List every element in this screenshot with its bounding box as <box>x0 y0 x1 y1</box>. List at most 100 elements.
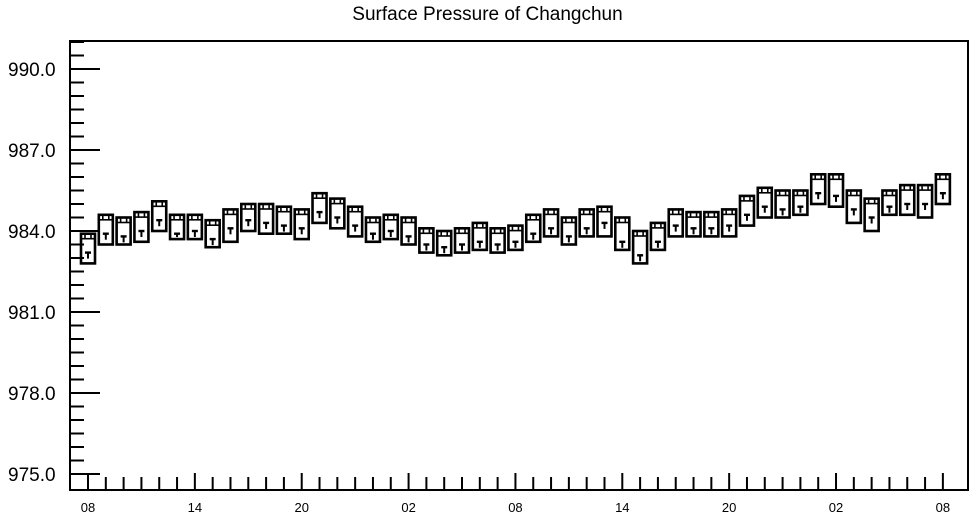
y-tick-label: 975.0 <box>8 465 56 486</box>
box-mark <box>756 186 774 219</box>
box-mark <box>524 213 542 244</box>
box-mark <box>275 205 293 235</box>
box-outline <box>435 229 453 257</box>
y-tick-label: 984.0 <box>8 222 56 243</box>
box-mark <box>79 232 97 265</box>
box-outline <box>542 208 560 238</box>
box-outline <box>827 173 845 209</box>
box-outline <box>774 189 791 219</box>
box-mark <box>703 210 720 238</box>
chart-title: Surface Pressure of Changchun <box>352 4 623 25</box>
box-outline <box>649 221 667 252</box>
box-mark <box>418 227 435 254</box>
box-mark <box>774 189 791 219</box>
box-outline <box>275 205 293 235</box>
box-series <box>79 173 952 265</box>
box-outline <box>845 189 863 225</box>
box-outline <box>150 200 168 233</box>
box-mark <box>542 208 560 238</box>
box-mark <box>934 173 952 206</box>
box-mark <box>204 218 221 249</box>
box-outline <box>934 173 952 206</box>
box-outline <box>293 208 311 241</box>
box-mark <box>489 227 506 254</box>
box-outline <box>453 227 471 254</box>
x-tick-label: 14 <box>188 500 202 515</box>
box-outline <box>881 189 898 217</box>
box-outline <box>204 218 221 249</box>
box-outline <box>97 213 115 246</box>
box-mark <box>578 208 595 238</box>
box-mark <box>239 202 257 233</box>
box-mark <box>596 205 613 238</box>
box-mark <box>827 173 845 209</box>
box-mark <box>649 221 667 252</box>
box-outline <box>489 227 506 254</box>
box-outline <box>346 205 364 238</box>
box-mark <box>257 202 275 236</box>
x-tick-label: 20 <box>722 500 736 515</box>
box-mark <box>845 189 863 225</box>
box-outline <box>631 229 649 265</box>
box-mark <box>150 200 168 233</box>
box-outline <box>186 213 204 241</box>
box-outline <box>560 216 578 246</box>
box-mark <box>613 216 631 252</box>
box-mark <box>631 229 649 265</box>
box-mark <box>311 191 328 225</box>
box-mark <box>738 194 756 227</box>
box-outline <box>916 183 934 219</box>
box-mark <box>222 208 239 244</box>
box-outline <box>79 232 97 265</box>
box-outline <box>809 173 827 206</box>
box-mark <box>507 224 524 252</box>
box-outline <box>667 208 685 238</box>
box-mark <box>809 173 827 206</box>
box-mark <box>346 205 364 238</box>
y-tick-label: 978.0 <box>8 384 56 405</box>
y-tick-label: 987.0 <box>8 141 56 162</box>
box-outline <box>613 216 631 252</box>
box-mark <box>881 189 898 217</box>
box-mark <box>293 208 311 241</box>
x-tick-label: 08 <box>508 500 522 515</box>
box-outline <box>507 224 524 252</box>
box-outline <box>115 216 132 246</box>
box-outline <box>329 197 346 230</box>
x-tick-label: 02 <box>829 500 843 515</box>
box-outline <box>133 210 150 244</box>
box-mark <box>186 213 204 241</box>
box-mark <box>720 208 738 238</box>
box-outline <box>524 213 542 244</box>
plot-frame <box>69 40 969 491</box>
box-outline <box>168 213 186 241</box>
box-mark <box>115 216 132 246</box>
x-tick-label: 14 <box>615 500 629 515</box>
x-tick-label: 08 <box>936 500 950 515</box>
box-outline <box>792 189 809 217</box>
box-outline <box>471 221 489 252</box>
x-axis: 08 14 20 02 08 14 20 02 08 <box>81 473 950 515</box>
x-tick-label: 20 <box>294 500 308 515</box>
box-outline <box>418 227 435 254</box>
box-outline <box>311 191 328 225</box>
box-mark <box>471 221 489 252</box>
box-mark <box>400 216 417 246</box>
y-axis: 975.0 978.0 981.0 984.0 987.0 990.0 <box>8 41 100 486</box>
box-mark <box>97 213 115 246</box>
x-tick-label: 02 <box>401 500 415 515</box>
box-mark <box>133 210 150 244</box>
box-mark <box>685 210 702 238</box>
box-mark <box>560 216 578 246</box>
box-outline <box>400 216 417 246</box>
box-mark <box>916 183 934 219</box>
box-mark <box>898 183 916 217</box>
box-mark <box>863 197 880 233</box>
box-mark <box>329 197 346 230</box>
box-outline <box>685 210 702 238</box>
box-outline <box>382 213 400 241</box>
box-outline <box>703 210 720 238</box>
y-tick-label: 981.0 <box>8 303 56 324</box>
box-outline <box>863 197 880 233</box>
